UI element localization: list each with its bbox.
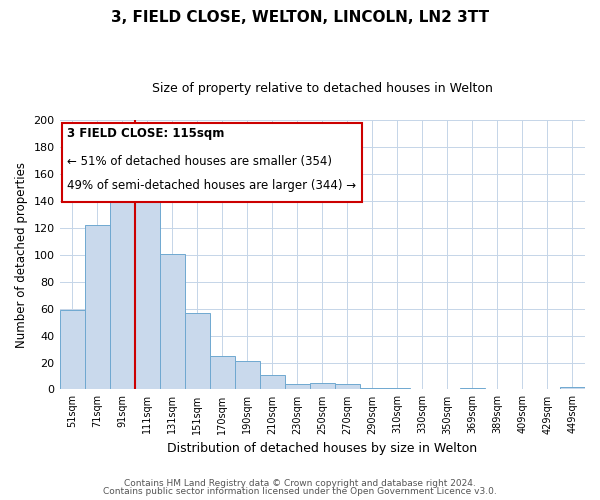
- Bar: [310, 382, 335, 390]
- Text: 49% of semi-detached houses are larger (344) →: 49% of semi-detached houses are larger (…: [67, 180, 356, 192]
- Bar: [335, 384, 360, 390]
- Bar: [59, 310, 85, 390]
- Bar: [360, 388, 385, 390]
- Text: ← 51% of detached houses are smaller (354): ← 51% of detached houses are smaller (35…: [67, 156, 332, 168]
- Title: Size of property relative to detached houses in Welton: Size of property relative to detached ho…: [152, 82, 493, 96]
- Bar: [385, 388, 410, 390]
- Text: Contains HM Land Registry data © Crown copyright and database right 2024.: Contains HM Land Registry data © Crown c…: [124, 478, 476, 488]
- Bar: [209, 356, 235, 390]
- Bar: [134, 201, 160, 390]
- Text: 3, FIELD CLOSE, WELTON, LINCOLN, LN2 3TT: 3, FIELD CLOSE, WELTON, LINCOLN, LN2 3TT: [111, 10, 489, 25]
- Bar: [85, 225, 110, 390]
- Text: 3 FIELD CLOSE: 115sqm: 3 FIELD CLOSE: 115sqm: [67, 127, 225, 140]
- Text: Contains public sector information licensed under the Open Government Licence v3: Contains public sector information licen…: [103, 487, 497, 496]
- Bar: [185, 312, 209, 390]
- Bar: [460, 388, 485, 390]
- Bar: [260, 374, 285, 390]
- Bar: [285, 384, 310, 390]
- FancyBboxPatch shape: [62, 123, 362, 202]
- Bar: [110, 186, 134, 390]
- Bar: [560, 386, 585, 390]
- Y-axis label: Number of detached properties: Number of detached properties: [15, 162, 28, 348]
- Bar: [160, 254, 185, 390]
- X-axis label: Distribution of detached houses by size in Welton: Distribution of detached houses by size …: [167, 442, 478, 455]
- Bar: [235, 361, 260, 390]
